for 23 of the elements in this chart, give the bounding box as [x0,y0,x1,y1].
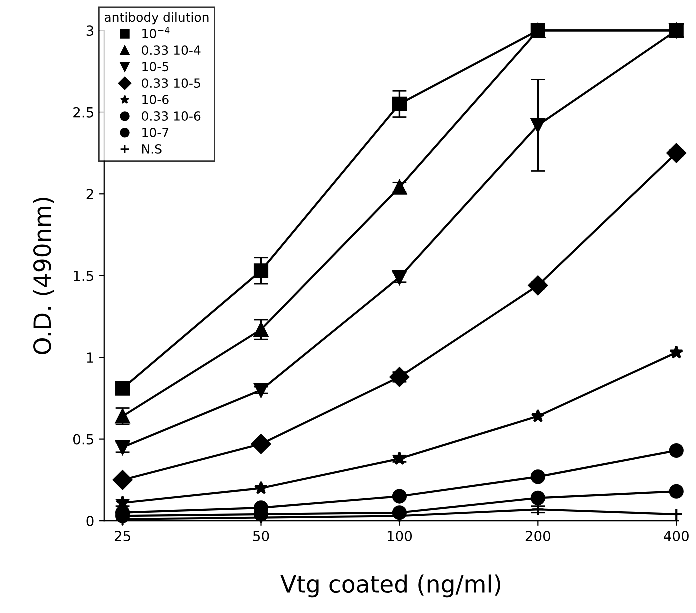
y-axis-title: O.D. (490nm) [33,198,54,354]
legend-label: 0.33 10-4 [142,46,201,56]
y-tick-label: 3 [86,26,94,36]
x-tick-label: 100 [388,531,412,542]
legend-label: 10-7 [142,128,169,138]
x-tick-label: 25 [114,531,130,542]
y-tick-label: 2 [86,189,94,200]
legend-label: 0.33 10-6 [142,112,201,121]
legend-label: 10-5 [142,62,169,72]
legend-label: N.S [142,144,162,154]
y-tick-label: 0 [86,516,94,527]
y-tick-label: 1 [87,352,94,363]
legend-label: 0.33 10-5 [142,78,200,88]
legend-title: antibody dilution [104,12,209,25]
y-tick-label: 1.5 [74,271,94,282]
legend-label: 10$^{−4}$ [142,27,170,39]
y-tick-label: 0.5 [74,434,94,445]
y-tick-label: 2.5 [74,107,94,118]
legend-label: 10-6 [142,95,169,105]
x-tick-label: 200 [526,531,550,542]
x-tick-label: 50 [253,531,270,542]
x-tick-label: 400 [664,531,689,542]
x-axis-title: Vtg coated (ng/ml) [280,574,500,598]
